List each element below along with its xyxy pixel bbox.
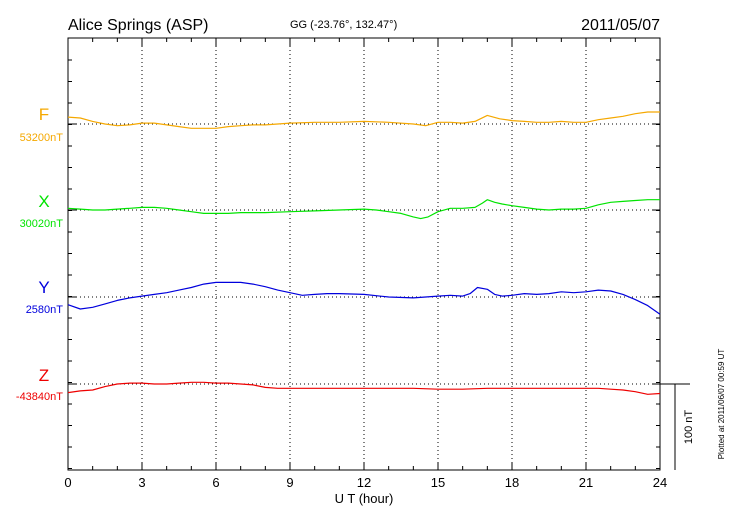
series-name-f: F xyxy=(39,105,49,124)
x-tick-label: 18 xyxy=(505,475,519,490)
x-tick-label: 3 xyxy=(138,475,145,490)
series-name-y: Y xyxy=(38,278,49,297)
series-baseline-f: 53200nT xyxy=(20,132,64,144)
x-tick-label: 12 xyxy=(357,475,371,490)
x-axis-label: U T (hour) xyxy=(335,491,394,506)
x-tick-label: 6 xyxy=(212,475,219,490)
x-tick-label: 24 xyxy=(653,475,667,490)
series-name-x: X xyxy=(38,192,49,211)
x-tick-label: 9 xyxy=(286,475,293,490)
series-name-z: Z xyxy=(39,366,49,385)
x-tick-label: 15 xyxy=(431,475,445,490)
series-line-y xyxy=(67,281,661,315)
series-lines xyxy=(67,111,661,395)
coordinates-label: GG (-23.76°, 132.47°) xyxy=(290,19,397,31)
vertical-grid xyxy=(141,38,587,470)
axis-ticks xyxy=(67,38,661,470)
x-tick-labels: 0 3 6 9 12 15 18 21 24 xyxy=(64,475,667,490)
x-tick-label: 21 xyxy=(579,475,593,490)
series-baseline-x: 30020nT xyxy=(20,218,64,230)
station-title: Alice Springs (ASP) xyxy=(68,17,209,34)
baseline-lines xyxy=(68,123,660,385)
scale-bar: 100 nT xyxy=(660,383,695,470)
series-baseline-z: -43840nT xyxy=(16,391,63,403)
series-line-x xyxy=(67,199,660,220)
series-labels: F 53200nT X 30020nT Y 2580nT Z -43840nT xyxy=(16,105,63,403)
series-baseline-y: 2580nT xyxy=(26,304,64,316)
date-label: 2011/05/07 xyxy=(581,17,660,34)
x-tick-label: 0 xyxy=(64,475,71,490)
series-line-f xyxy=(67,111,660,129)
series-line-z xyxy=(67,381,661,395)
scale-bar-label: 100 nT xyxy=(683,410,695,445)
plotted-timestamp: Plotted at 2011/06/07 00:59 UT xyxy=(717,349,726,460)
